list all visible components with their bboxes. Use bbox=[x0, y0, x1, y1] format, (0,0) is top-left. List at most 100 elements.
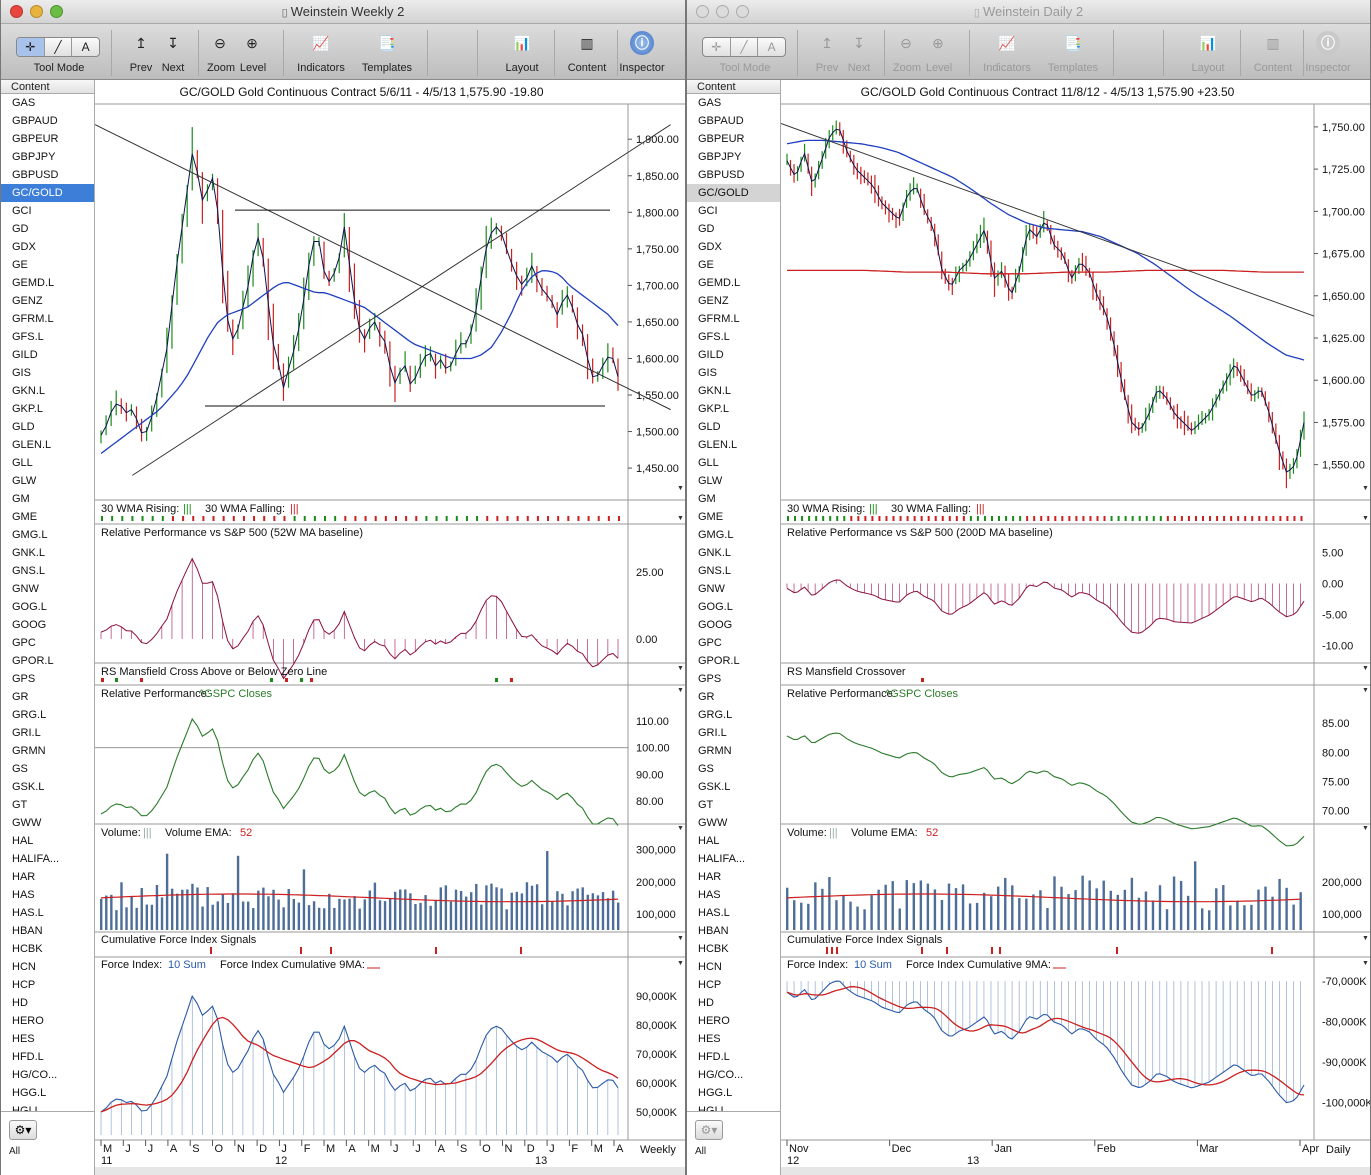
symbol-item[interactable]: GIS bbox=[698, 367, 717, 379]
next-icon[interactable]: ↧ bbox=[167, 35, 179, 51]
symbol-item[interactable]: GILD bbox=[698, 349, 724, 361]
level-button[interactable]: Level bbox=[925, 62, 953, 74]
symbol-item[interactable]: GT bbox=[698, 799, 714, 811]
symbol-item[interactable]: GBPAUD bbox=[12, 115, 58, 127]
inspector-button[interactable]: Inspector bbox=[619, 62, 665, 74]
symbol-item[interactable]: GDX bbox=[12, 241, 36, 253]
symbol-item[interactable]: GRG.L bbox=[698, 709, 733, 721]
symbol-item[interactable]: GC/GOLD bbox=[1, 184, 94, 202]
symbol-item[interactable]: GBPAUD bbox=[698, 115, 744, 127]
symbol-item[interactable]: GFRM.L bbox=[698, 313, 740, 325]
horizontal-scrollbar[interactable] bbox=[95, 1167, 686, 1175]
symbol-item[interactable]: GC/GOLD bbox=[687, 184, 780, 202]
inspector-icon[interactable]: ⓘ bbox=[630, 31, 654, 55]
minimize-button[interactable] bbox=[716, 5, 729, 18]
symbol-item[interactable]: HD bbox=[698, 997, 714, 1009]
symbol-item[interactable]: GLEN.L bbox=[698, 439, 738, 451]
symbol-item[interactable]: GFS.L bbox=[12, 331, 44, 343]
symbol-item[interactable]: HD bbox=[12, 997, 28, 1009]
symbol-item[interactable]: GILD bbox=[12, 349, 38, 361]
symbol-item[interactable]: GD bbox=[698, 223, 715, 235]
symbol-item[interactable]: GAS bbox=[698, 97, 722, 109]
zoom-button[interactable]: Zoom bbox=[206, 62, 236, 74]
symbol-item[interactable]: HGG.L bbox=[698, 1087, 733, 1099]
inspector-button[interactable]: Inspector bbox=[1305, 62, 1351, 74]
zoom-in-icon[interactable]: ⊕ bbox=[932, 35, 944, 51]
period-label[interactable]: Daily bbox=[1326, 1144, 1351, 1156]
symbol-item[interactable]: GNK.L bbox=[698, 547, 732, 559]
sidebar-all-label[interactable]: All bbox=[9, 1146, 21, 1157]
symbol-item[interactable]: GR bbox=[698, 691, 715, 703]
symbol-item[interactable]: GNW bbox=[698, 583, 725, 595]
symbol-item[interactable]: GRI.L bbox=[698, 727, 727, 739]
titlebar[interactable]: ▯ Weinstein Weekly 2 bbox=[1, 0, 685, 24]
templates-icon[interactable]: 📑 bbox=[1064, 35, 1082, 51]
gear-icon[interactable]: ⚙▾ bbox=[9, 1120, 37, 1140]
tool-mode-segmented[interactable]: ✛ ╱ A bbox=[16, 37, 100, 57]
minimize-button[interactable] bbox=[30, 5, 43, 18]
symbol-item[interactable]: GKN.L bbox=[698, 385, 732, 397]
symbol-item[interactable]: HCN bbox=[698, 961, 722, 973]
symbol-item[interactable]: HGG.L bbox=[12, 1087, 47, 1099]
symbol-item[interactable]: GNK.L bbox=[12, 547, 46, 559]
symbol-item[interactable]: HFD.L bbox=[12, 1051, 44, 1063]
layout-icon[interactable]: 📊 bbox=[513, 35, 531, 51]
symbol-item[interactable]: GPS bbox=[12, 673, 36, 685]
symbol-item[interactable]: GLL bbox=[12, 457, 33, 469]
next-icon[interactable]: ↧ bbox=[853, 35, 865, 51]
symbol-item[interactable]: GOOG bbox=[12, 619, 47, 631]
symbol-item[interactable]: GE bbox=[698, 259, 714, 271]
symbol-item[interactable]: GS bbox=[698, 763, 714, 775]
tool-mode-segmented[interactable]: ✛ ╱ A bbox=[702, 37, 786, 57]
content-icon[interactable]: ▥ bbox=[1266, 35, 1280, 51]
symbol-item[interactable]: GM bbox=[698, 493, 716, 505]
symbol-item[interactable]: GWW bbox=[12, 817, 42, 829]
symbol-item[interactable]: GOOG bbox=[698, 619, 733, 631]
symbol-item[interactable]: GBPJPY bbox=[698, 151, 742, 163]
symbol-item[interactable]: GLW bbox=[12, 475, 37, 487]
inspector-icon[interactable]: ⓘ bbox=[1316, 31, 1340, 55]
symbol-item[interactable]: GEMD.L bbox=[698, 277, 741, 289]
crosshair-icon[interactable]: ✛ bbox=[711, 40, 722, 54]
symbol-item[interactable]: HERO bbox=[698, 1015, 730, 1027]
templates-button[interactable]: Templates bbox=[361, 62, 413, 74]
symbol-item[interactable]: GM bbox=[12, 493, 30, 505]
symbol-item[interactable]: GRI.L bbox=[12, 727, 41, 739]
symbol-item[interactable]: GPOR.L bbox=[698, 655, 740, 667]
indicators-icon[interactable]: 📈 bbox=[998, 35, 1016, 51]
symbol-item[interactable]: HALIFA... bbox=[12, 853, 60, 865]
symbol-item[interactable]: HAS bbox=[12, 889, 35, 901]
sidebar-all-label[interactable]: All bbox=[695, 1146, 707, 1157]
symbol-item[interactable]: GE bbox=[12, 259, 28, 271]
text-tool-icon[interactable]: A bbox=[757, 38, 785, 56]
symbol-item[interactable]: GEMD.L bbox=[12, 277, 55, 289]
symbol-item[interactable]: HAS.L bbox=[698, 907, 730, 919]
symbol-item[interactable]: GME bbox=[12, 511, 38, 523]
symbol-item[interactable]: HALIFA... bbox=[698, 853, 746, 865]
symbol-item[interactable]: HAR bbox=[12, 871, 36, 883]
crosshair-icon[interactable]: ✛ bbox=[17, 38, 44, 56]
level-button[interactable]: Level bbox=[239, 62, 267, 74]
symbol-item[interactable]: GWW bbox=[698, 817, 728, 829]
symbol-item[interactable]: GOG.L bbox=[698, 601, 733, 613]
symbol-item[interactable]: GRMN bbox=[698, 745, 732, 757]
symbol-item[interactable]: GKN.L bbox=[12, 385, 46, 397]
symbol-item[interactable]: HG/CO... bbox=[12, 1069, 58, 1081]
symbol-item[interactable]: GIS bbox=[12, 367, 31, 379]
symbol-item[interactable]: GS bbox=[12, 763, 28, 775]
symbol-item[interactable]: GPOR.L bbox=[12, 655, 54, 667]
symbol-item[interactable]: GDX bbox=[698, 241, 722, 253]
next-button[interactable]: Next bbox=[847, 62, 871, 74]
layout-icon[interactable]: 📊 bbox=[1199, 35, 1217, 51]
horizontal-scrollbar[interactable] bbox=[781, 1167, 1371, 1175]
symbol-item[interactable]: GNS.L bbox=[698, 565, 732, 577]
symbol-item[interactable]: GENZ bbox=[12, 295, 43, 307]
zoom-out-icon[interactable]: ⊖ bbox=[214, 35, 226, 51]
symbol-item[interactable]: GSK.L bbox=[698, 781, 731, 793]
symbol-item[interactable]: GKP.L bbox=[698, 403, 729, 415]
symbol-item[interactable]: HCBK bbox=[698, 943, 729, 955]
symbol-item[interactable]: GPS bbox=[698, 673, 722, 685]
gear-icon[interactable]: ⚙▾ bbox=[695, 1120, 723, 1140]
indicators-icon[interactable]: 📈 bbox=[312, 35, 330, 51]
line-tool-icon[interactable]: ╱ bbox=[729, 38, 758, 56]
